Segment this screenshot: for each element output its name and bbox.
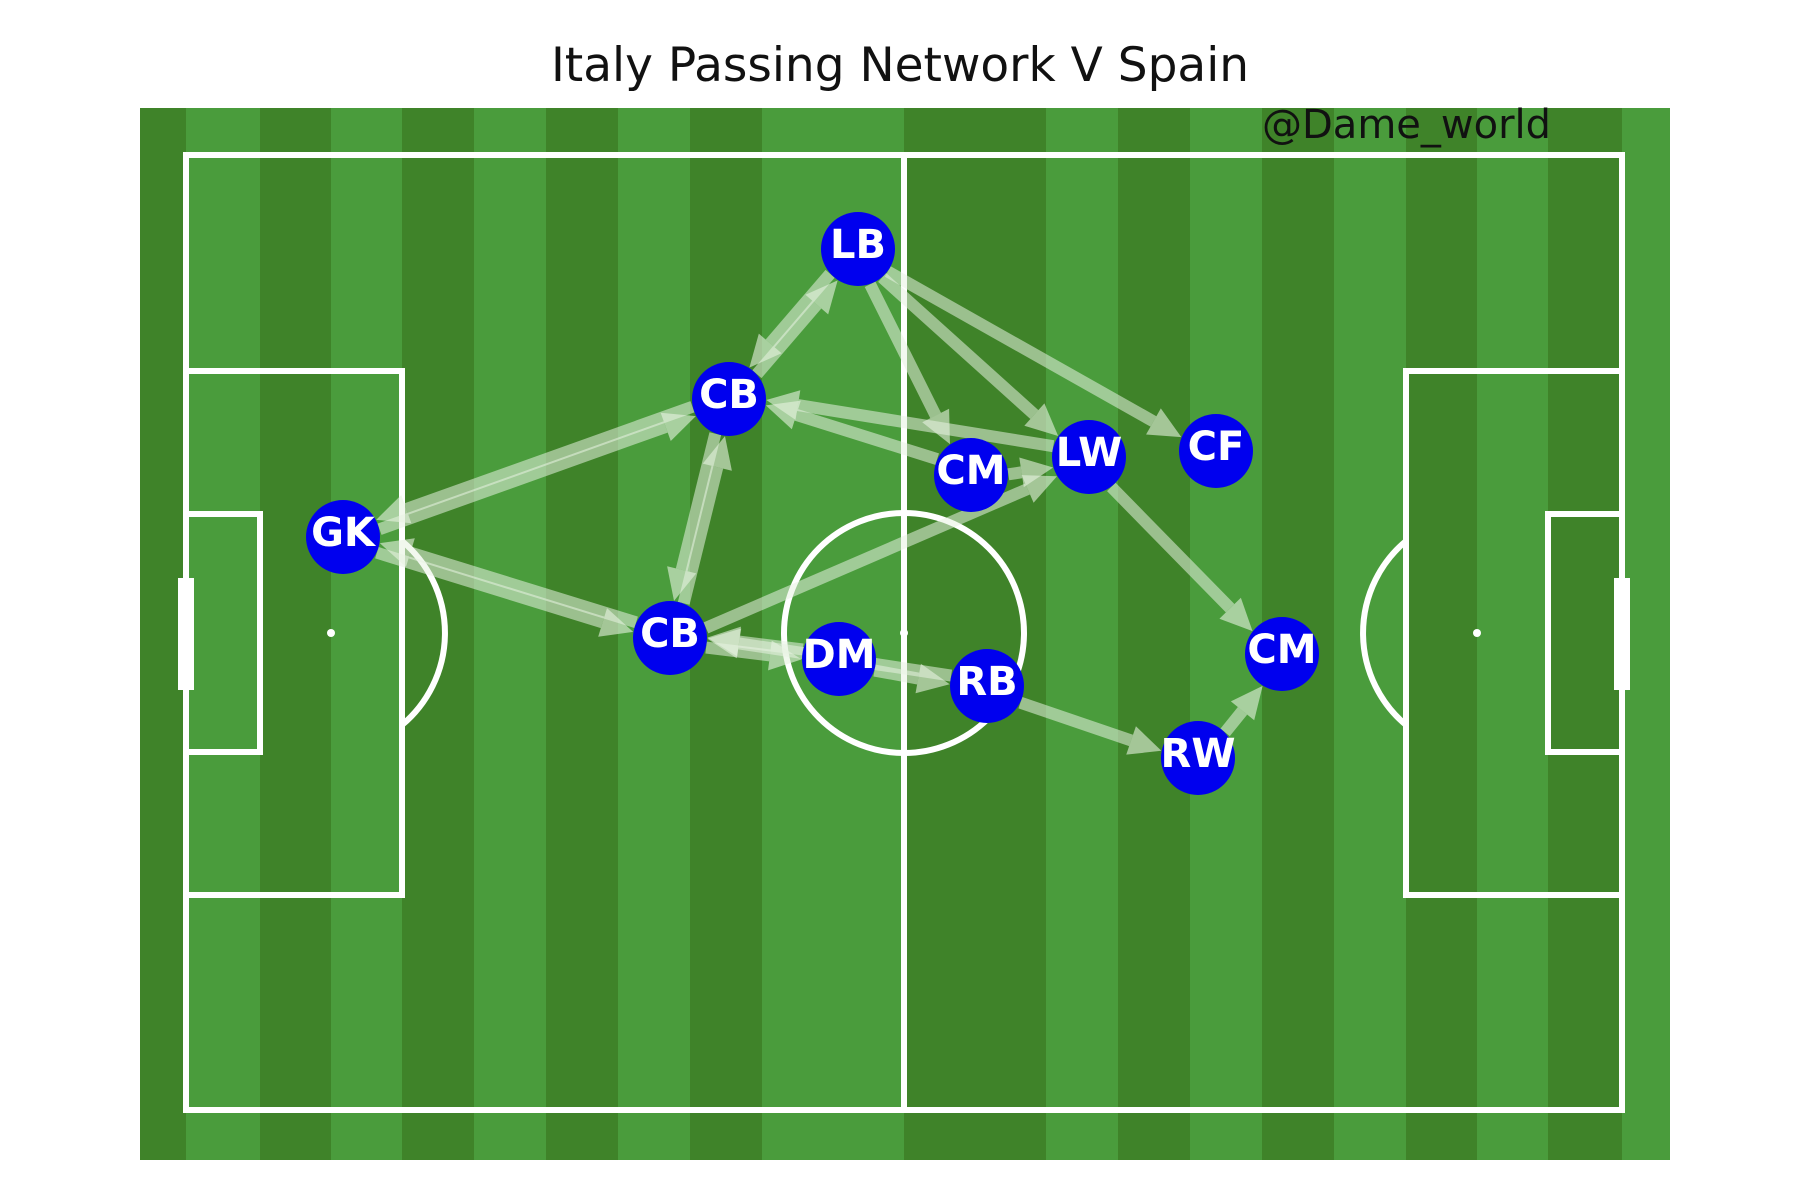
pass-line-rb-rw [1018, 697, 1134, 747]
pitch-stripe [1118, 108, 1190, 1160]
pass-arrowhead-lb-cf [1146, 408, 1182, 438]
pass-line-rw-cm2 [1220, 707, 1248, 737]
pass-arrowhead-rw-cm2 [1230, 685, 1263, 721]
pass-arrowhead-cb2-gk [379, 538, 415, 567]
pitch-stripe [331, 108, 402, 1160]
pitch-stripe [402, 108, 474, 1160]
pitch-stripe [1334, 108, 1406, 1160]
player-circle [1161, 721, 1235, 795]
player-circle [1179, 414, 1253, 488]
pass-line-cb2-dm [705, 641, 771, 662]
right-goal [1614, 578, 1630, 690]
player-circle [950, 649, 1024, 723]
pass-arrowhead-cm1-lw [1019, 457, 1054, 488]
player-label: LB [830, 222, 886, 268]
pass-arrowhead-cb2-cb1 [702, 436, 732, 471]
right-penalty-arc [1360, 538, 1408, 728]
player-circle [1052, 420, 1126, 494]
pass-line-gk-cb1 [377, 421, 668, 535]
pass-line-cb2-lw [703, 483, 1031, 634]
pass-line-gk-cb2 [375, 546, 605, 629]
pass-line-cb2-gk [408, 546, 638, 629]
pass-arrowhead-cb1-lb [805, 280, 838, 315]
player-node-cf: CF [1179, 414, 1253, 488]
pass-line-lw-cb1 [796, 399, 1055, 453]
player-node-cb2: CB [633, 601, 707, 675]
pitch-stripe [1548, 108, 1622, 1160]
player-node-lw: LW [1052, 420, 1126, 494]
chart-title: Italy Passing Network V Spain [550, 38, 1250, 93]
pitch-stripe [1190, 108, 1262, 1160]
player-circle [633, 601, 707, 675]
pass-arrows [375, 266, 1263, 755]
pass-line-cm1-cb1 [794, 409, 939, 465]
pitch-stripe [260, 108, 331, 1160]
player-label: CM [936, 448, 1005, 494]
pitch-stripe [1406, 108, 1477, 1160]
pass-arrowhead-lb-lw [1024, 403, 1059, 436]
pitch-stripe [186, 108, 260, 1160]
player-nodes: GK LB CB CB DM RB CM LW CF CM RW [306, 212, 1319, 795]
player-circle [1245, 617, 1319, 691]
pitch-stripe [474, 108, 546, 1160]
pitch-stripe [1046, 108, 1118, 1160]
right-penalty-spot [1473, 629, 1481, 637]
left-goal [178, 578, 194, 690]
pass-line-lb-lw [878, 273, 1039, 420]
player-label: CM [1247, 627, 1316, 673]
player-circle [306, 500, 380, 574]
player-label: RB [956, 659, 1017, 705]
centre-spot [900, 629, 908, 637]
pass-line-lb-cb1 [765, 269, 835, 348]
pass-arrowhead-lw-cm2 [1219, 597, 1253, 632]
pass-line-lb-cf [884, 266, 1157, 427]
player-label: GK [311, 510, 377, 556]
centre-circle [781, 510, 1027, 756]
pitch-stripes [140, 108, 1670, 1160]
pass-arrowhead-lb-cb1 [749, 333, 782, 368]
pass-line-dm-rb [873, 664, 920, 685]
player-circle [821, 212, 895, 286]
player-node-rw: RW [1161, 721, 1236, 795]
pass-line-cb1-gk [404, 401, 695, 515]
pass-line-cm1-lw [1007, 466, 1023, 481]
pitch-stripe [1477, 108, 1548, 1160]
player-label: CF [1188, 424, 1245, 470]
pass-arrowhead-cm1-cb1 [765, 400, 801, 430]
player-label: RW [1161, 731, 1236, 777]
player-label: CB [699, 372, 759, 418]
player-label: DM [802, 632, 875, 678]
pass-line-lb-cm1 [864, 281, 942, 419]
pass-line-cb2-cb1 [677, 465, 724, 605]
player-circle [934, 438, 1008, 512]
player-circle [802, 622, 876, 696]
player-node-dm: DM [802, 622, 876, 696]
player-node-rb: RB [950, 649, 1024, 723]
player-node-gk: GK [306, 500, 380, 574]
author-credit: @Dame_world [1262, 102, 1552, 148]
pass-line-cb1-lb [752, 300, 822, 379]
player-node-lb: LB [821, 212, 895, 286]
player-label: CB [640, 611, 700, 657]
goals [178, 578, 1630, 690]
left-penalty-spot [327, 629, 335, 637]
pass-line-lw-cm2 [1107, 482, 1235, 613]
player-label: LW [1056, 430, 1123, 476]
pass-arrowhead-rb-rw [1126, 726, 1162, 755]
player-node-cb1: CB [692, 362, 766, 436]
player-node-cm1: CM [934, 438, 1008, 512]
player-circle [692, 362, 766, 436]
player-node-cm2: CM [1245, 617, 1319, 691]
pass-arrowhead-cb1-gk [376, 494, 412, 524]
pass-arrowhead-rb-cb2 [707, 628, 742, 659]
